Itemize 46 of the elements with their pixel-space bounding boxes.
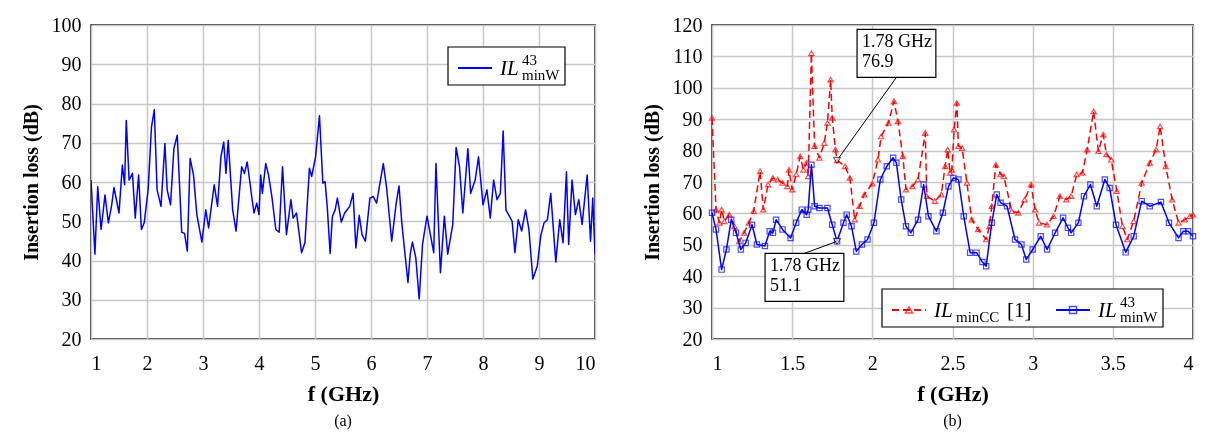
y-tick-label: 120: [672, 13, 703, 36]
x-tick-label: 9: [534, 351, 545, 374]
x-tick-label: 3: [1028, 351, 1039, 374]
y-tick-label: 80: [61, 92, 82, 114]
y-tick-label: 60: [61, 170, 82, 193]
y-tick-label: 40: [682, 264, 703, 287]
annotation: 1.78 GHz 51.1: [770, 255, 841, 296]
x-tick-label: 7: [422, 351, 433, 374]
y-tick-label: 30: [682, 296, 703, 319]
x-tick-label: 2.5: [940, 351, 966, 374]
y-tick-label: 30: [61, 288, 82, 311]
x-tick-label: 1.5: [780, 351, 806, 374]
x-tick-label: 6: [366, 351, 377, 374]
x-tick-label: 5: [310, 351, 321, 374]
y-tick-label: 50: [682, 233, 703, 256]
y-tick-label: 60: [682, 201, 703, 224]
line-series: [91, 109, 595, 300]
y-tick-label: 70: [61, 131, 82, 154]
x-tick-label: 2: [142, 351, 153, 374]
y-tick-label: 50: [61, 209, 82, 232]
y-tick-label: 100: [672, 76, 703, 99]
y-tick-label: 20: [682, 327, 703, 350]
x-tick-label: 8: [478, 351, 489, 374]
x-axis-title: f (GHz): [307, 380, 380, 406]
y-tick-label: 20: [61, 327, 82, 350]
x-tick-label: 4: [1183, 351, 1194, 374]
x-tick-label: 3.5: [1100, 351, 1126, 374]
x-tick-label: 2: [867, 351, 878, 374]
y-tick-label: 90: [61, 52, 82, 75]
text: (b): [943, 412, 962, 430]
y-tick-label: 100: [51, 13, 82, 36]
x-tick-label: 1: [712, 351, 723, 374]
x-tick-label: 10: [575, 351, 596, 374]
y-tick-label: 90: [682, 107, 703, 130]
y-axis-title: Insertion loss (dB): [19, 104, 43, 261]
y-tick-label: 70: [682, 170, 703, 193]
annotation: 1.78 GHz 76.9: [862, 31, 933, 72]
y-tick-label: 40: [61, 249, 82, 271]
text: (a): [334, 412, 352, 430]
y-tick-label: 110: [673, 44, 703, 67]
x-tick-label: 3: [198, 351, 209, 374]
x-axis-title: f (GHz): [917, 380, 989, 406]
y-tick-label: 80: [682, 139, 703, 162]
y-axis-title: Insertion loss (dB): [640, 104, 664, 261]
x-tick-label: 1: [91, 351, 102, 374]
x-tick-label: 4: [254, 351, 265, 374]
